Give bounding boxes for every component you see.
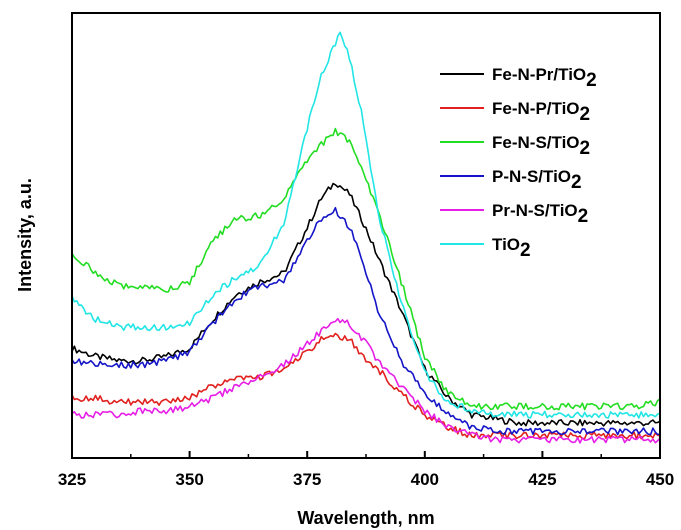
legend-label: TiO2 xyxy=(492,235,531,261)
x-tick-label: 400 xyxy=(411,470,439,489)
y-axis-label: Intensity, a.u. xyxy=(15,178,35,292)
series-line-fe-n-p-tio xyxy=(71,332,661,440)
series-line-p-n-s-tio xyxy=(71,206,661,436)
legend-label: Fe-N-Pr/TiO2 xyxy=(492,65,597,91)
legend-label: Fe-N-S/TiO2 xyxy=(492,133,590,159)
x-tick-label: 450 xyxy=(646,470,674,489)
x-tick-label: 350 xyxy=(175,470,203,489)
legend-label: Pr-N-S/TiO2 xyxy=(492,201,588,227)
legend-layer: Fe-N-Pr/TiO2 Fe-N-P/TiO2 Fe-N-S/TiO2 P-N-S/… xyxy=(440,65,597,261)
x-tick-label: 325 xyxy=(58,470,86,489)
series-line-tio xyxy=(71,31,661,419)
series-layer xyxy=(71,31,661,444)
series-line-fe-n-s-tio xyxy=(71,127,661,411)
tick-layer: 325 350 375 400 425 450 xyxy=(58,451,674,489)
legend-label: P-N-S/TiO2 xyxy=(492,167,582,193)
x-tick-label: 375 xyxy=(293,470,321,489)
x-tick-label: 425 xyxy=(528,470,556,489)
legend-label: Fe-N-P/TiO2 xyxy=(492,99,590,125)
series-line-fe-n-pr-tio xyxy=(71,182,661,427)
series-line-pr-n-s-tio xyxy=(71,317,661,444)
x-axis-label: Wavelength, nm xyxy=(297,508,434,528)
